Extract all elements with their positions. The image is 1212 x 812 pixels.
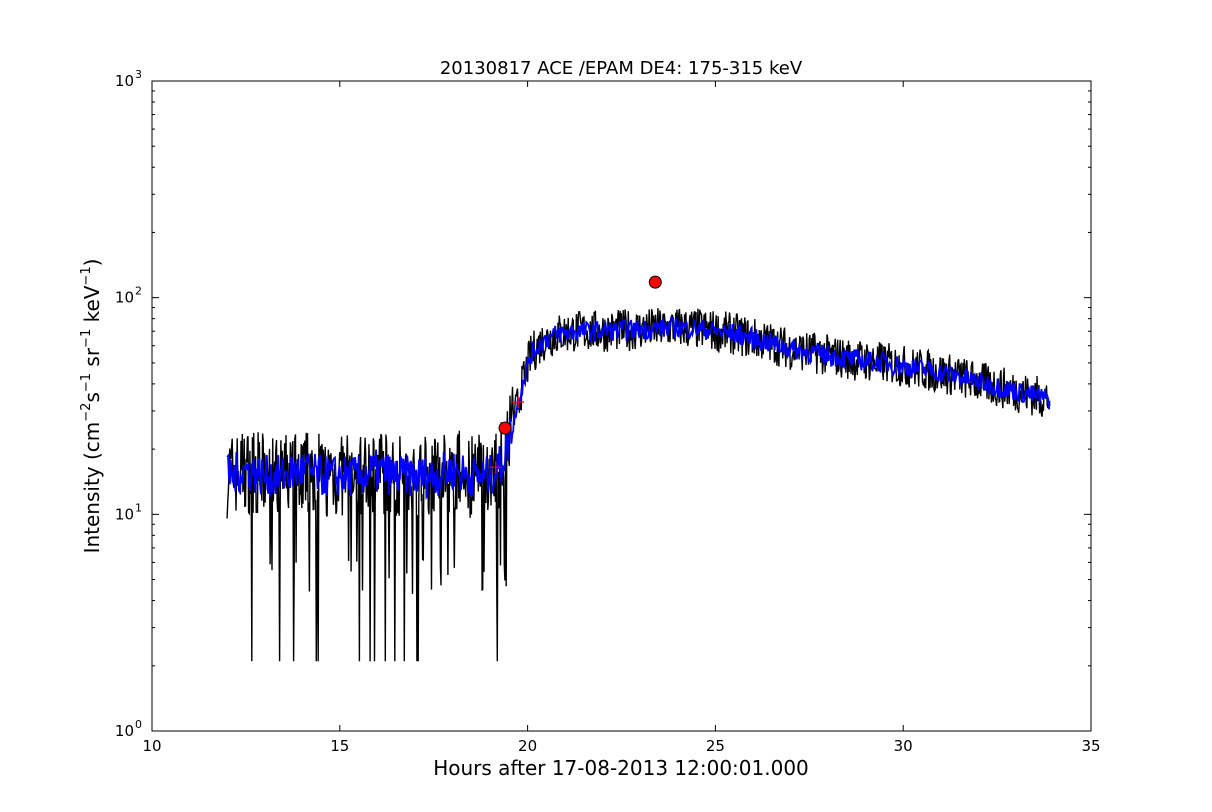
y-label-mid3: keV <box>80 285 104 329</box>
y-tick-label: 10 <box>115 289 134 307</box>
x-axis-label: Hours after 17-08-2013 12:00:01.000 <box>433 756 809 780</box>
y-tick-label: 10 <box>115 72 134 90</box>
plot-area <box>152 81 1091 731</box>
x-tick-label: 30 <box>894 737 913 755</box>
y-tick-exponent: 2 <box>135 285 142 298</box>
y-axis-label: Intensity (cm−2s−1 sr−1 keV−1) <box>79 259 104 554</box>
x-axis-ticks: 10 15 20 25 30 35 <box>142 81 1101 755</box>
x-tick-label: 10 <box>142 737 161 755</box>
y-label-sup1: −2 <box>79 403 94 422</box>
plot-frame <box>151 80 1092 732</box>
x-tick-label: 15 <box>330 737 349 755</box>
y-tick-exponent: 3 <box>135 68 142 81</box>
y-label-prefix: Intensity (cm <box>80 422 104 554</box>
y-label-mid2: sr <box>80 347 104 373</box>
chart-title: 20130817 ACE /EPAM DE4: 175-315 keV <box>440 58 803 79</box>
y-tick-label: 10 <box>115 505 134 523</box>
y-label-mid1: s <box>80 392 104 402</box>
series-line-smoothed <box>226 315 1051 501</box>
marker-circle-0 <box>648 275 662 289</box>
marker-layer <box>489 275 662 474</box>
x-tick-label: 35 <box>1081 737 1100 755</box>
x-tick-label: 20 <box>518 737 537 755</box>
marker-plus-2 <box>489 461 502 474</box>
y-label-sup2: −1 <box>79 373 94 392</box>
y-tick-label: 10 <box>115 722 134 740</box>
series-layer <box>226 308 1051 662</box>
x-tick-label: 25 <box>706 737 725 755</box>
y-label-suffix: ) <box>80 259 104 267</box>
y-label-sup4: −1 <box>79 266 94 285</box>
y-tick-exponent: 0 <box>135 718 142 731</box>
marker-circle-1 <box>498 421 512 435</box>
y-label-sup3: −1 <box>79 329 94 348</box>
marker-plus-3 <box>512 395 525 408</box>
y-tick-exponent: 1 <box>135 501 142 514</box>
